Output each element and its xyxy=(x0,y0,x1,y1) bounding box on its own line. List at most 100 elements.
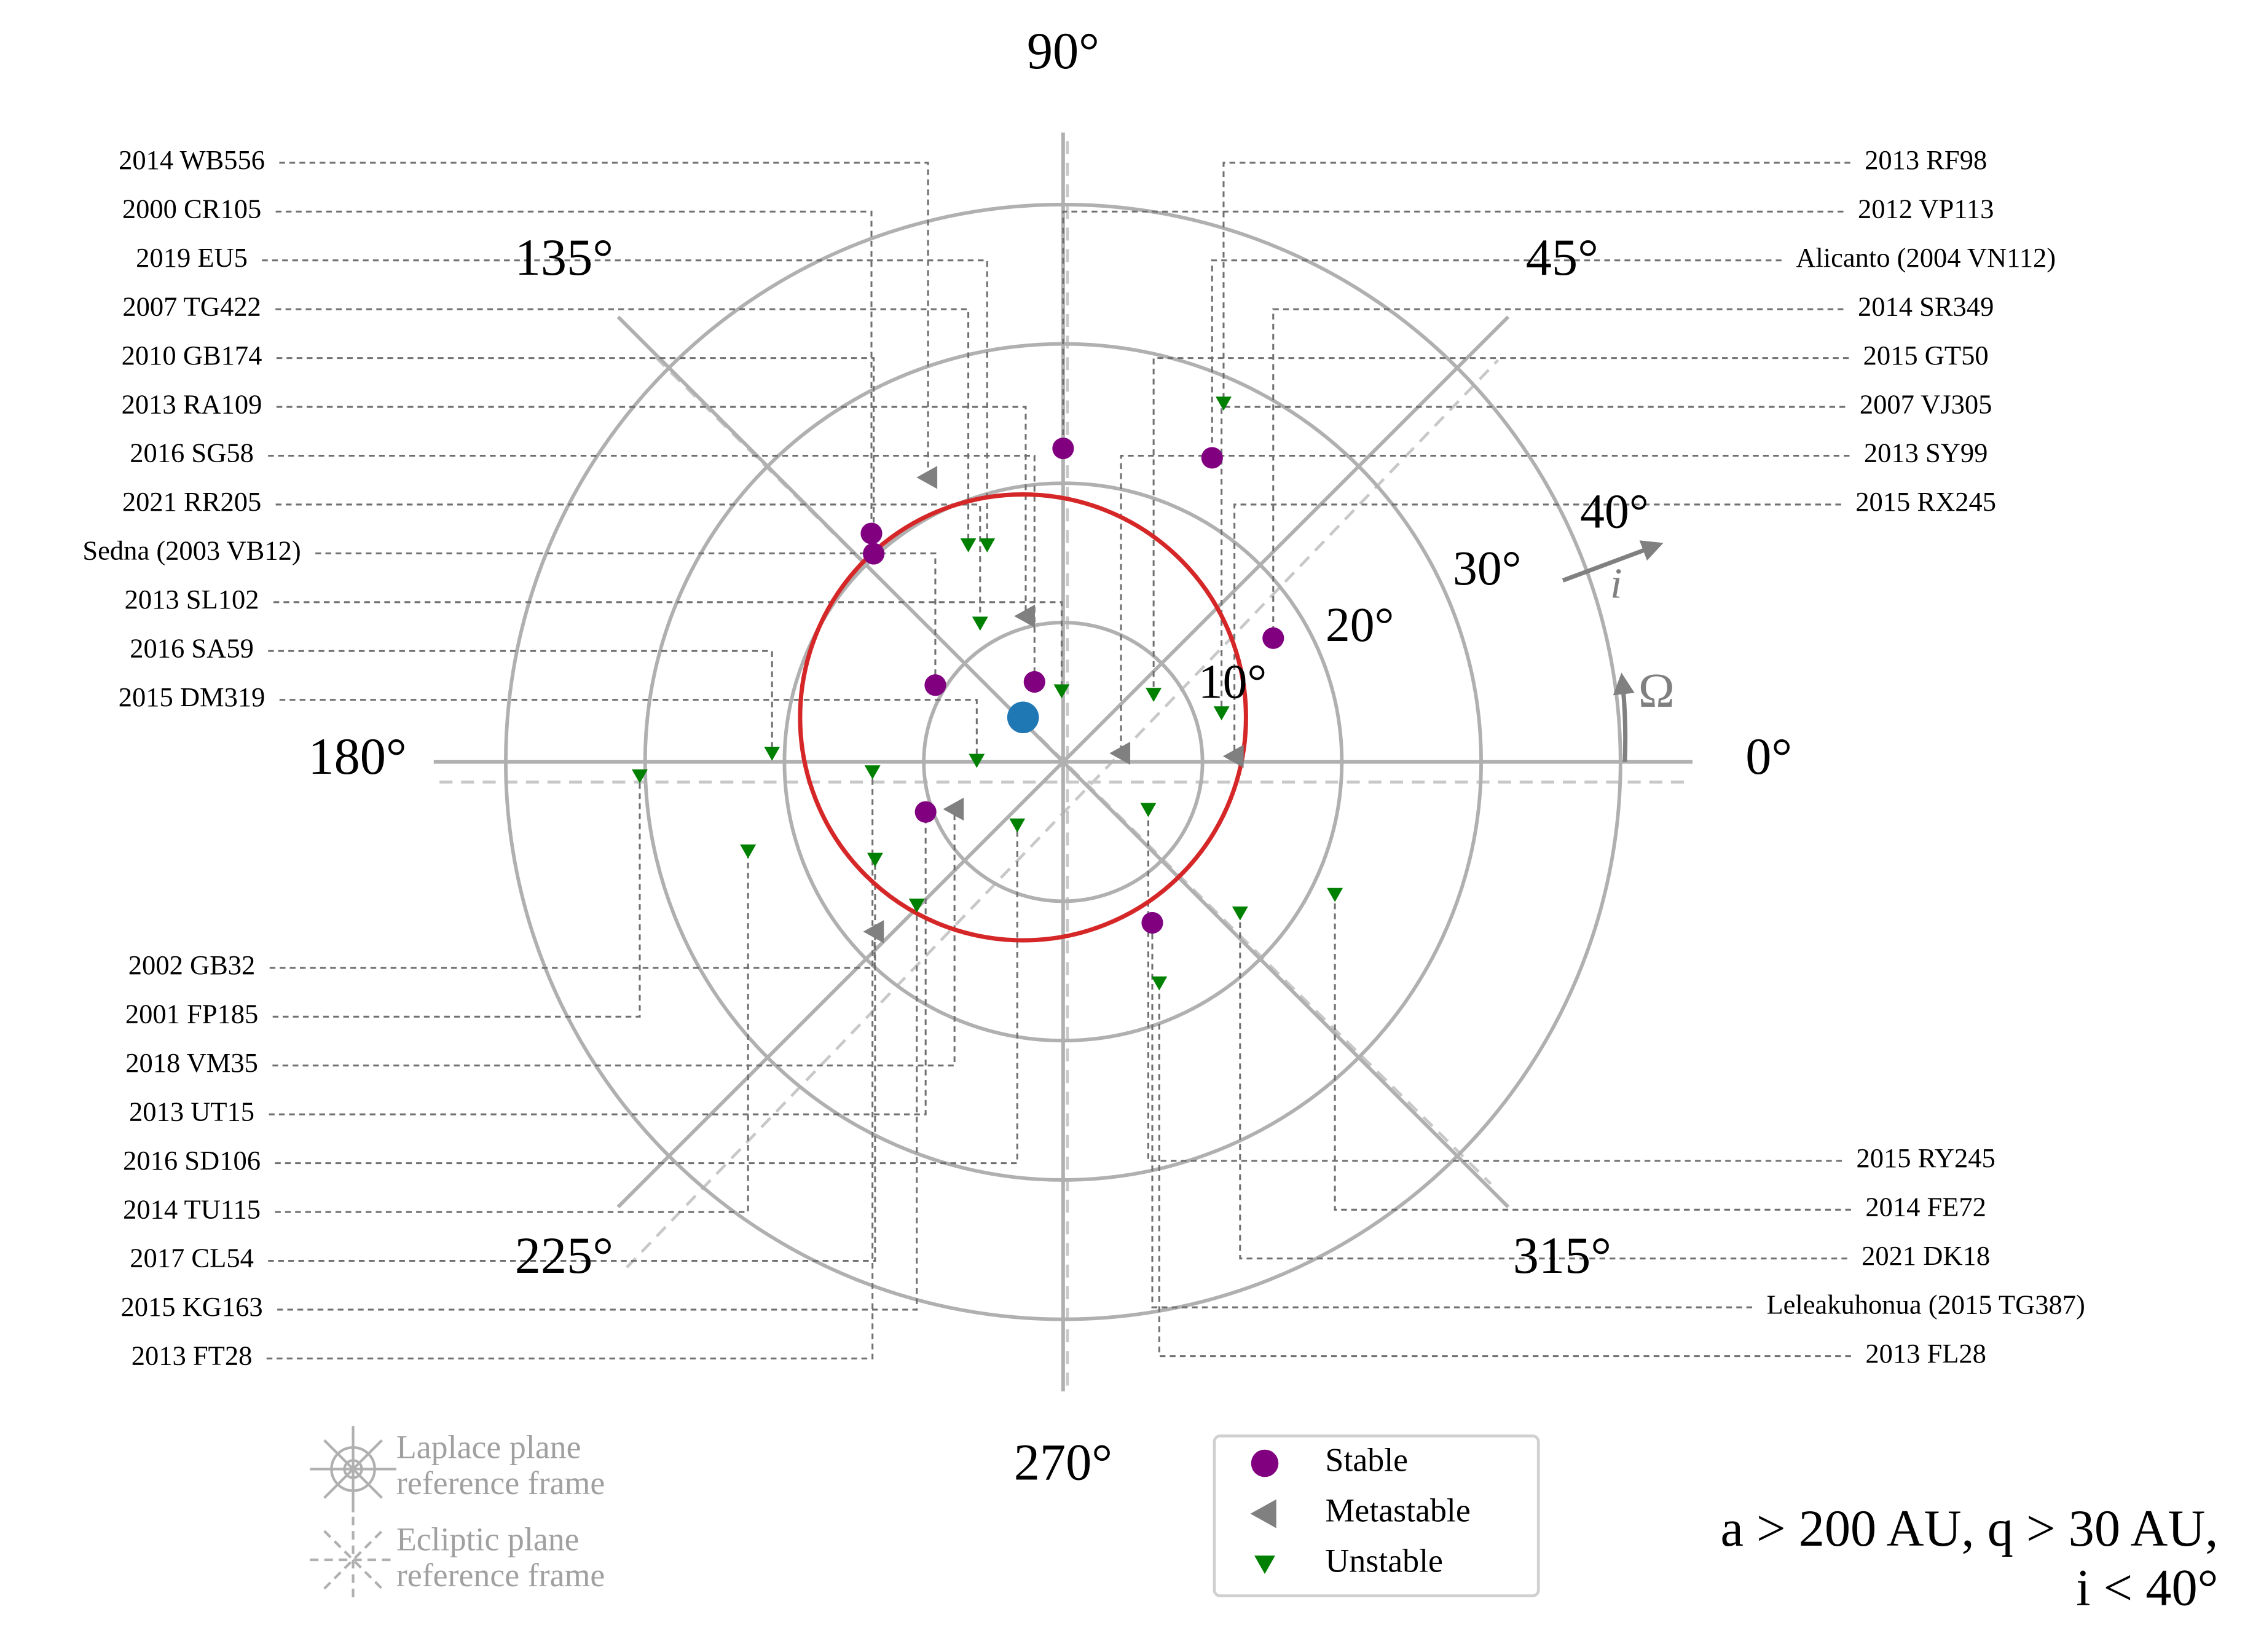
leader-line xyxy=(1147,809,1842,1162)
object-label: 2010 GB174 xyxy=(122,340,262,371)
leader-line xyxy=(1233,503,1841,757)
r-tick-label: 40° xyxy=(1580,485,1649,539)
object-label: 2014 SR349 xyxy=(1858,291,1994,321)
theta-tick-label: 270° xyxy=(1014,1434,1112,1491)
annotation: a > 200 AU, q > 30 AU, xyxy=(1721,1500,2219,1557)
leader-line xyxy=(275,210,873,534)
point xyxy=(1023,671,1045,693)
object-label: 2016 SD106 xyxy=(123,1145,261,1176)
legend-label: Stable xyxy=(1325,1441,1408,1478)
pole-point xyxy=(1007,701,1039,734)
r-tick-label: 10° xyxy=(1198,655,1267,709)
leader-line xyxy=(269,931,876,969)
point xyxy=(969,753,985,768)
point xyxy=(979,538,996,553)
annotation: i < 40° xyxy=(2076,1559,2218,1616)
object-label: Leleakuhonua (2015 TG387) xyxy=(1766,1289,2085,1320)
pole-circle xyxy=(798,492,1248,943)
point xyxy=(943,797,964,821)
frame-legend-text: reference frame xyxy=(396,1557,605,1594)
point xyxy=(1109,741,1131,765)
point xyxy=(1151,976,1168,991)
omega-label: Ω xyxy=(1638,664,1675,718)
object-label: 2015 RX245 xyxy=(1855,486,1996,517)
object-label: 2014 FE72 xyxy=(1865,1192,1986,1222)
object-label: 2013 FL28 xyxy=(1865,1338,1986,1369)
point xyxy=(863,920,884,943)
point xyxy=(1053,684,1070,699)
leader-line xyxy=(272,776,641,1018)
object-label: 2016 SG58 xyxy=(130,438,254,468)
leader-line xyxy=(1211,259,1782,458)
object-label: 2019 EU5 xyxy=(136,242,248,273)
point xyxy=(916,466,938,489)
grid-spoke xyxy=(1061,315,1510,763)
point xyxy=(960,538,977,553)
point xyxy=(1140,803,1157,817)
grid-spoke xyxy=(1061,760,1510,1208)
leader-line xyxy=(1152,357,1849,694)
point xyxy=(632,769,648,784)
frame-legend-text: Ecliptic plane xyxy=(396,1520,580,1557)
point xyxy=(764,746,780,761)
object-label: 2007 VJ305 xyxy=(1860,388,1992,419)
object-label: 2021 DK18 xyxy=(1862,1240,1990,1271)
object-label: 2013 RA109 xyxy=(122,388,262,419)
legend-marker xyxy=(1254,1556,1275,1574)
theta-tick-label: 90° xyxy=(1027,23,1099,80)
r-tick-label: 30° xyxy=(1453,541,1522,596)
object-label: 2013 SY99 xyxy=(1864,438,1988,468)
i-label: i xyxy=(1610,559,1622,607)
object-label: Sedna (2003 VB12) xyxy=(82,535,301,566)
point xyxy=(863,543,885,565)
leader-line xyxy=(1151,922,1753,1308)
leader-line xyxy=(275,503,981,624)
leader-line xyxy=(269,812,927,1115)
data-marks xyxy=(632,396,1343,991)
leader-line xyxy=(1334,894,1851,1211)
point xyxy=(1327,887,1343,902)
leader-line xyxy=(1272,308,1844,639)
object-label: 2000 CR105 xyxy=(122,193,261,224)
object-label: 2021 RR205 xyxy=(122,486,261,517)
point xyxy=(1052,437,1074,460)
leader-line xyxy=(275,825,1018,1165)
point xyxy=(740,844,757,859)
point xyxy=(1009,818,1026,833)
legend-label: Metastable xyxy=(1325,1492,1470,1528)
i-arrow xyxy=(1562,540,1664,583)
object-label: 2013 FT28 xyxy=(132,1340,253,1371)
object-label: Alicanto (2004 VN112) xyxy=(1796,242,2056,273)
leader-line xyxy=(268,454,1036,682)
leader-line xyxy=(1158,983,1851,1358)
point xyxy=(1232,906,1248,921)
theta-tick-label: 315° xyxy=(1513,1227,1611,1284)
leader-line xyxy=(1222,162,1850,404)
object-label: 2017 CL54 xyxy=(130,1243,254,1273)
point xyxy=(924,674,946,696)
object-label: 2018 VM35 xyxy=(125,1047,258,1078)
object-label: 2012 VP113 xyxy=(1858,193,1994,224)
theta-tick-label: 135° xyxy=(515,229,613,286)
point xyxy=(864,765,881,780)
leader-line xyxy=(276,406,1027,616)
object-label: 2002 GB32 xyxy=(128,950,256,980)
axis-arrows xyxy=(1562,540,1664,762)
object-label: 2015 DM319 xyxy=(119,682,265,712)
leader-line xyxy=(262,259,988,545)
object-label: 2016 SA59 xyxy=(130,632,254,663)
object-label: 2015 RY245 xyxy=(1856,1143,1995,1173)
frame-legend xyxy=(310,1426,396,1603)
legend: Stable Metastable Unstable xyxy=(1250,1441,1471,1579)
leader-line xyxy=(276,357,875,554)
point xyxy=(1222,744,1244,768)
leader-line xyxy=(273,601,1063,691)
point xyxy=(1146,688,1162,702)
object-label: 2014 TU115 xyxy=(123,1194,261,1224)
object-label: 2013 UT15 xyxy=(129,1096,254,1127)
point xyxy=(972,616,988,631)
point xyxy=(914,801,937,823)
theta-tick-label: 45° xyxy=(1526,229,1598,286)
leader-line xyxy=(275,308,970,545)
